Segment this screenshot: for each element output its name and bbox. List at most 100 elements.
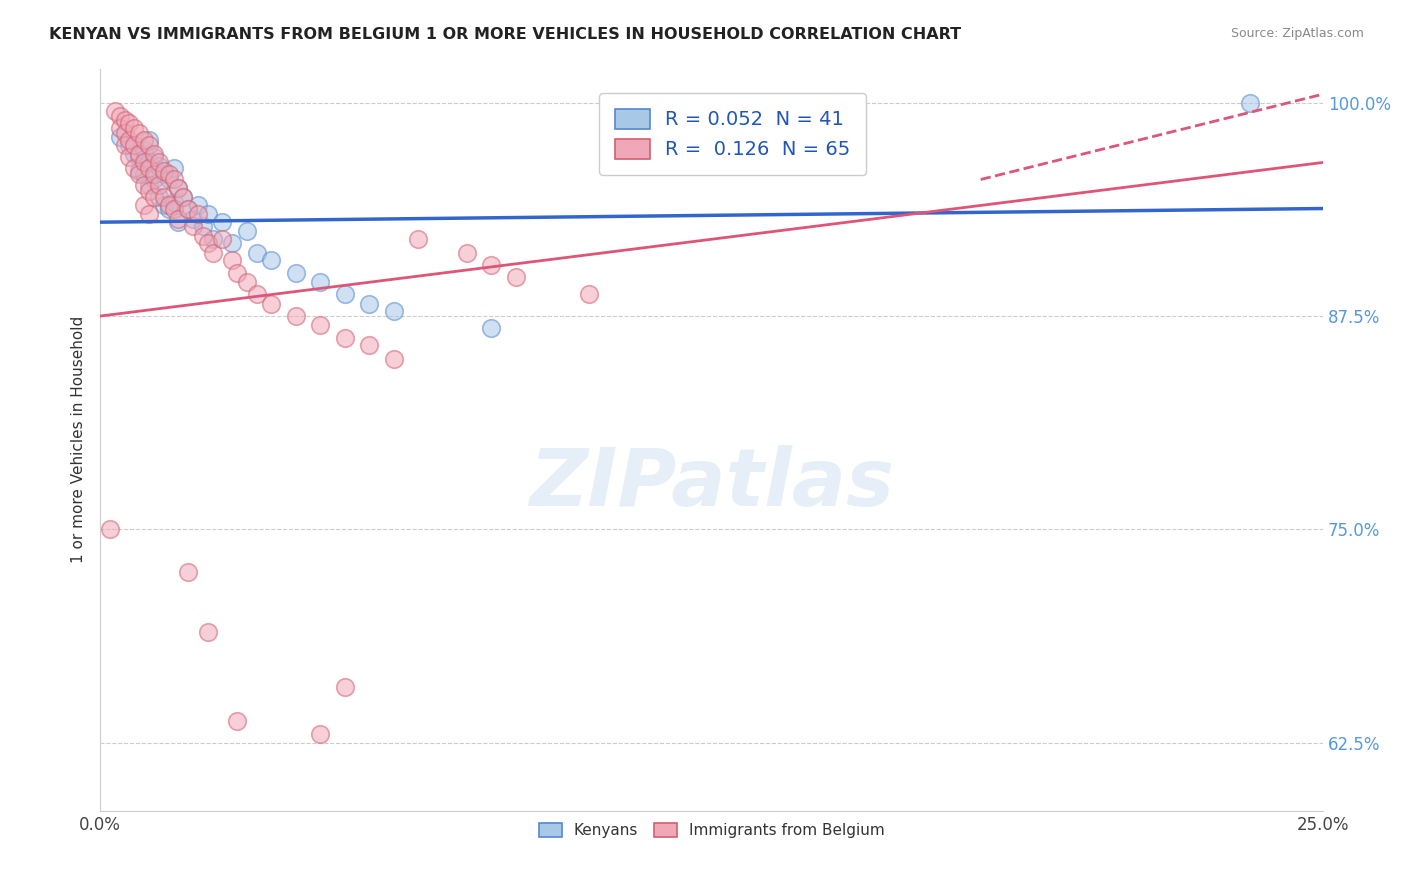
Point bbox=[157, 167, 180, 181]
Point bbox=[114, 127, 136, 141]
Point bbox=[191, 219, 214, 233]
Point bbox=[333, 331, 356, 345]
Point bbox=[118, 138, 141, 153]
Point bbox=[456, 246, 478, 260]
Point bbox=[118, 116, 141, 130]
Point bbox=[260, 252, 283, 267]
Point bbox=[98, 523, 121, 537]
Point bbox=[128, 127, 150, 141]
Point bbox=[142, 150, 165, 164]
Point bbox=[108, 121, 131, 136]
Point bbox=[201, 232, 224, 246]
Point bbox=[226, 266, 249, 280]
Point bbox=[162, 194, 184, 209]
Point bbox=[152, 189, 174, 203]
Point bbox=[167, 181, 190, 195]
Point bbox=[197, 624, 219, 639]
Point bbox=[309, 318, 332, 332]
Point bbox=[177, 565, 200, 579]
Point bbox=[167, 181, 190, 195]
Point bbox=[134, 167, 156, 181]
Point bbox=[134, 155, 156, 169]
Point bbox=[481, 321, 503, 335]
Text: ZIPatlas: ZIPatlas bbox=[529, 445, 894, 524]
Point bbox=[152, 167, 174, 181]
Point bbox=[138, 138, 160, 153]
Point bbox=[142, 172, 165, 186]
Text: KENYAN VS IMMIGRANTS FROM BELGIUM 1 OR MORE VEHICLES IN HOUSEHOLD CORRELATION CH: KENYAN VS IMMIGRANTS FROM BELGIUM 1 OR M… bbox=[49, 27, 962, 42]
Point bbox=[157, 198, 180, 212]
Point bbox=[142, 147, 165, 161]
Point bbox=[177, 202, 200, 216]
Point bbox=[148, 159, 170, 173]
Point bbox=[197, 235, 219, 250]
Point bbox=[260, 297, 283, 311]
Point bbox=[406, 232, 429, 246]
Point bbox=[124, 121, 146, 136]
Point bbox=[128, 150, 150, 164]
Point bbox=[505, 269, 527, 284]
Point bbox=[148, 189, 170, 203]
Point bbox=[177, 202, 200, 216]
Text: Source: ZipAtlas.com: Source: ZipAtlas.com bbox=[1230, 27, 1364, 40]
Point bbox=[309, 727, 332, 741]
Point bbox=[236, 275, 259, 289]
Point bbox=[157, 202, 180, 216]
Point bbox=[172, 189, 194, 203]
Point bbox=[167, 215, 190, 229]
Point bbox=[124, 138, 146, 153]
Point bbox=[284, 266, 307, 280]
Point bbox=[162, 202, 184, 216]
Point bbox=[138, 161, 160, 175]
Point bbox=[162, 172, 184, 186]
Point bbox=[142, 167, 165, 181]
Point bbox=[187, 207, 209, 221]
Point bbox=[284, 309, 307, 323]
Legend: Kenyans, Immigrants from Belgium: Kenyans, Immigrants from Belgium bbox=[533, 817, 890, 845]
Point bbox=[134, 178, 156, 192]
Point bbox=[359, 338, 381, 352]
Point bbox=[128, 167, 150, 181]
Point bbox=[128, 147, 150, 161]
Point bbox=[162, 161, 184, 175]
Point bbox=[118, 133, 141, 147]
Point bbox=[246, 246, 269, 260]
Point bbox=[134, 133, 156, 147]
Point bbox=[221, 235, 243, 250]
Point bbox=[138, 207, 160, 221]
Point bbox=[148, 178, 170, 192]
Point bbox=[128, 164, 150, 178]
Point bbox=[148, 155, 170, 169]
Point bbox=[118, 150, 141, 164]
Point bbox=[114, 138, 136, 153]
Point bbox=[124, 147, 146, 161]
Point bbox=[138, 185, 160, 199]
Point bbox=[108, 129, 131, 144]
Point bbox=[333, 286, 356, 301]
Point bbox=[246, 286, 269, 301]
Point bbox=[201, 246, 224, 260]
Point bbox=[382, 351, 405, 366]
Point bbox=[142, 189, 165, 203]
Point bbox=[187, 198, 209, 212]
Point bbox=[236, 224, 259, 238]
Y-axis label: 1 or more Vehicles in Household: 1 or more Vehicles in Household bbox=[72, 317, 86, 564]
Point bbox=[181, 219, 204, 233]
Point bbox=[578, 286, 600, 301]
Point bbox=[481, 258, 503, 272]
Point bbox=[138, 133, 160, 147]
Point bbox=[104, 104, 127, 119]
Point bbox=[181, 211, 204, 226]
Point bbox=[226, 714, 249, 728]
Point bbox=[359, 297, 381, 311]
Point bbox=[152, 198, 174, 212]
Point bbox=[134, 144, 156, 158]
Point bbox=[157, 172, 180, 186]
Point bbox=[172, 189, 194, 203]
Point bbox=[221, 252, 243, 267]
Point bbox=[138, 155, 160, 169]
Point bbox=[1239, 95, 1261, 110]
Point bbox=[191, 228, 214, 243]
Point bbox=[108, 109, 131, 123]
Point bbox=[124, 161, 146, 175]
